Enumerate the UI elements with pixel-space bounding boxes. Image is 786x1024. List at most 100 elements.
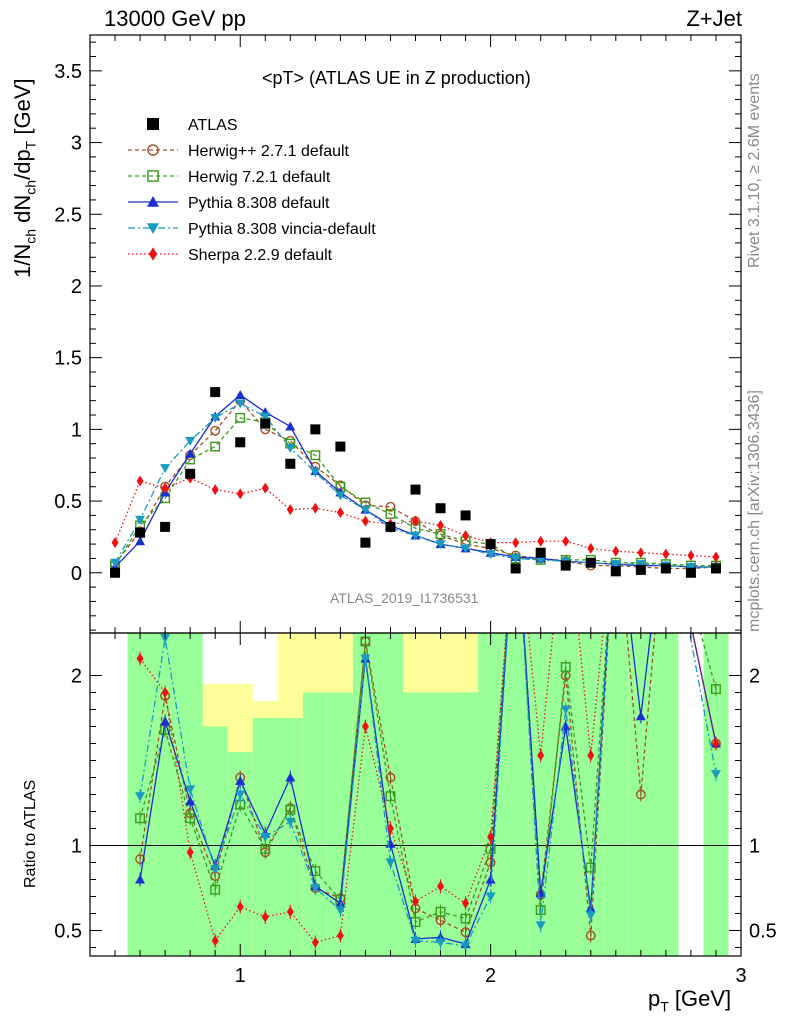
plot-frames: 1 2 3 0 0.5 1 1.5 2 2.5 3 3.5 0.5 0.5 1 1 2 2 <box>54 34 777 987</box>
data-point <box>335 441 346 452</box>
main-y-tick-label: 2 <box>71 276 82 298</box>
series-point <box>235 399 246 409</box>
ratio-point <box>385 858 396 868</box>
ratio-point <box>135 813 146 824</box>
series-point <box>285 444 296 454</box>
main-y-tick-label: 2.5 <box>54 204 82 226</box>
series-point <box>410 531 421 541</box>
series-point <box>235 412 246 423</box>
series-point <box>512 537 520 549</box>
series-point <box>460 544 471 554</box>
data-point <box>685 567 696 578</box>
ratio-point <box>385 772 396 783</box>
series-point <box>685 563 696 573</box>
ratio-point <box>435 938 446 948</box>
ratio-point <box>435 906 446 917</box>
series-point <box>286 504 294 516</box>
series-point <box>662 548 670 560</box>
ratio-point <box>185 813 196 824</box>
series-point <box>336 507 344 519</box>
data-point <box>210 387 221 398</box>
ratio-point <box>537 749 545 761</box>
ratio-point <box>285 772 296 782</box>
ratio-point <box>136 653 144 664</box>
series-point <box>260 412 271 422</box>
ratio-point <box>310 884 321 893</box>
series-line-2 <box>114 394 716 568</box>
series-point <box>111 537 119 549</box>
ratio-point <box>210 865 221 875</box>
series-line-0 <box>114 399 716 570</box>
ratio-band-inner <box>277 718 303 956</box>
series-point <box>261 482 269 494</box>
ratio-point <box>160 716 171 726</box>
series-point <box>462 529 470 541</box>
data-point <box>610 566 621 577</box>
ratio-point <box>487 831 495 843</box>
ratio-point <box>460 913 471 924</box>
main-y-tick-label: 1 <box>71 419 82 441</box>
ratio-point <box>210 884 221 895</box>
ratio-point <box>135 854 146 865</box>
ratio-series-group <box>90 631 741 953</box>
series-point <box>485 550 496 560</box>
ratio-y-tick-label-right: 0.5 <box>749 921 777 943</box>
series-point <box>360 505 371 515</box>
data-point <box>535 547 546 558</box>
ratio-point <box>635 789 646 800</box>
ratio-point <box>711 684 721 695</box>
series-point <box>211 484 219 496</box>
legend-marker <box>148 247 158 261</box>
legend-label: Pythia 8.308 vincia-default <box>188 221 376 238</box>
legend-label: Sherpa 2.2.9 default <box>188 247 333 264</box>
ratio-point <box>437 880 445 892</box>
legend-label: ATLAS <box>188 117 238 134</box>
series-point <box>712 551 720 563</box>
ratio-point <box>710 770 721 780</box>
data-point <box>410 484 421 495</box>
series-point <box>285 421 296 431</box>
ratio-point <box>535 921 546 931</box>
series-point <box>587 542 595 554</box>
ratio-band-inner <box>352 633 378 956</box>
series-point <box>610 560 621 570</box>
ratio-point <box>635 711 646 721</box>
series-point <box>310 468 321 478</box>
ratio-point <box>462 897 470 909</box>
data-point <box>235 437 246 448</box>
main-y-tick-label: 0 <box>71 563 82 585</box>
series-point <box>135 515 146 525</box>
ratio-point <box>236 901 244 913</box>
ratio-point <box>585 911 596 921</box>
main-y-tick-label: 3.5 <box>54 61 82 83</box>
ratio-point <box>485 843 496 854</box>
data-point <box>585 557 596 568</box>
ratio-point <box>360 654 371 664</box>
ratio-point <box>285 817 296 827</box>
legend-marker <box>147 144 159 156</box>
ratio-point <box>311 936 319 948</box>
series-point <box>510 554 521 564</box>
data-point <box>435 503 446 514</box>
data-point <box>310 424 321 435</box>
main-series-group <box>110 387 721 578</box>
series-point <box>562 535 570 547</box>
legend-marker <box>147 170 159 182</box>
ratio-point <box>310 866 321 876</box>
x-axis-label: pT [GeV] <box>648 986 732 1015</box>
ratio-band-inner <box>503 633 529 956</box>
legend: ATLAS Herwig++ 2.7.1 default Herwig 7.2.1 … <box>128 117 376 264</box>
data-point <box>510 563 521 574</box>
ratio-point <box>587 749 595 761</box>
ratio-point <box>260 833 271 842</box>
series-line-1 <box>114 417 716 567</box>
legend-label: Herwig++ 2.7.1 default <box>188 143 350 160</box>
x-tick-label: 1 <box>235 965 246 987</box>
ratio-point <box>560 705 571 715</box>
series-point <box>412 515 419 527</box>
ratio-point <box>585 862 596 873</box>
ratio-point <box>335 906 346 916</box>
ratio-y-tick-label-left: 1 <box>71 836 82 858</box>
legend-label: Herwig 7.2.1 default <box>188 169 331 186</box>
ratio-point <box>412 896 419 908</box>
